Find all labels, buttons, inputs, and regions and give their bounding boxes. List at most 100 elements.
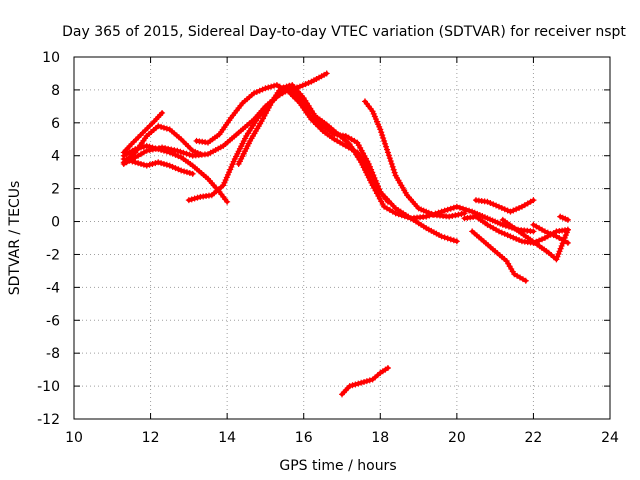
data-point bbox=[253, 88, 260, 95]
data-point bbox=[361, 378, 368, 385]
data-point bbox=[146, 161, 153, 168]
data-point bbox=[450, 237, 457, 244]
data-point bbox=[149, 146, 156, 153]
data-point bbox=[146, 147, 153, 154]
data-point bbox=[453, 203, 460, 210]
data-point bbox=[250, 90, 257, 97]
data-point bbox=[444, 235, 451, 242]
data-point bbox=[386, 155, 393, 162]
data-point bbox=[446, 213, 453, 220]
gridlines bbox=[74, 57, 610, 419]
data-point bbox=[226, 169, 233, 176]
data-point bbox=[558, 242, 565, 249]
data-point bbox=[363, 378, 370, 385]
data-point bbox=[256, 87, 263, 94]
data-point bbox=[220, 182, 227, 189]
x-tick-label: 24 bbox=[601, 430, 619, 446]
data-point bbox=[183, 169, 190, 176]
x-tick-label: 10 bbox=[65, 430, 83, 446]
data-point bbox=[168, 146, 175, 153]
markers-trace-12 bbox=[469, 228, 529, 284]
data-point bbox=[530, 228, 537, 235]
data-point bbox=[159, 144, 166, 151]
data-point bbox=[438, 208, 445, 215]
data-point bbox=[555, 251, 562, 258]
y-axis-label: SDTVAR / TECUs bbox=[7, 181, 23, 296]
data-point bbox=[564, 239, 571, 246]
data-point bbox=[259, 86, 266, 93]
data-point bbox=[380, 135, 387, 142]
data-point bbox=[222, 177, 229, 184]
data-point bbox=[556, 248, 563, 255]
data-point bbox=[541, 228, 548, 235]
data-point bbox=[441, 234, 448, 241]
data-point bbox=[163, 125, 170, 132]
data-point bbox=[504, 207, 511, 214]
data-point bbox=[135, 160, 142, 167]
data-point bbox=[385, 152, 392, 159]
data-point bbox=[296, 83, 303, 90]
data-point bbox=[189, 170, 196, 177]
y-tick-label: 8 bbox=[51, 83, 60, 99]
x-tick-label: 12 bbox=[142, 430, 160, 446]
data-point bbox=[143, 147, 150, 154]
y-tick-label: -2 bbox=[46, 247, 60, 263]
data-point bbox=[498, 229, 505, 236]
data-point bbox=[283, 83, 290, 90]
data-point bbox=[155, 145, 162, 152]
data-point bbox=[441, 207, 448, 214]
data-point bbox=[123, 156, 130, 163]
data-markers bbox=[120, 70, 571, 398]
data-point bbox=[458, 210, 465, 217]
data-point bbox=[152, 160, 159, 167]
data-point bbox=[349, 382, 356, 389]
markers-trace-16 bbox=[339, 364, 391, 398]
markers-trace-11 bbox=[461, 213, 571, 246]
data-point bbox=[513, 235, 520, 242]
data-point bbox=[159, 109, 166, 116]
data-point bbox=[160, 160, 167, 167]
data-point bbox=[175, 153, 182, 160]
data-point bbox=[174, 147, 181, 154]
markers-trace-7 bbox=[193, 81, 460, 245]
data-point bbox=[169, 150, 176, 157]
data-point bbox=[323, 70, 330, 77]
data-point bbox=[132, 146, 139, 153]
data-point bbox=[507, 233, 514, 240]
data-point bbox=[384, 364, 391, 371]
y-tick-label: -10 bbox=[37, 379, 60, 395]
data-point bbox=[160, 147, 167, 154]
data-point bbox=[564, 216, 571, 223]
y-tick-label: 6 bbox=[51, 116, 60, 132]
y-tick-label: 4 bbox=[51, 149, 60, 165]
data-point bbox=[358, 379, 365, 386]
data-point bbox=[444, 206, 451, 213]
x-tick-label: 18 bbox=[371, 430, 389, 446]
data-point bbox=[120, 156, 127, 163]
data-point bbox=[377, 126, 384, 133]
y-tick-label: -4 bbox=[46, 280, 60, 296]
data-point bbox=[562, 232, 569, 239]
data-point bbox=[227, 166, 234, 173]
data-point bbox=[265, 84, 272, 91]
markers-trace-15 bbox=[557, 213, 571, 223]
markers-trace-14 bbox=[530, 221, 571, 246]
data-point bbox=[183, 150, 190, 157]
data-point bbox=[383, 146, 390, 153]
data-point bbox=[493, 202, 500, 209]
data-point bbox=[177, 148, 184, 155]
data-point bbox=[194, 194, 201, 201]
data-point bbox=[544, 229, 551, 236]
data-point bbox=[129, 158, 136, 165]
x-tick-label: 14 bbox=[218, 430, 236, 446]
data-point bbox=[381, 137, 388, 144]
data-point bbox=[384, 149, 391, 156]
data-point bbox=[191, 195, 198, 202]
markers-trace-9 bbox=[361, 98, 468, 220]
data-point bbox=[138, 144, 144, 151]
data-point bbox=[172, 165, 179, 172]
data-point bbox=[155, 159, 162, 166]
data-point bbox=[564, 226, 571, 233]
data-point bbox=[175, 166, 182, 173]
